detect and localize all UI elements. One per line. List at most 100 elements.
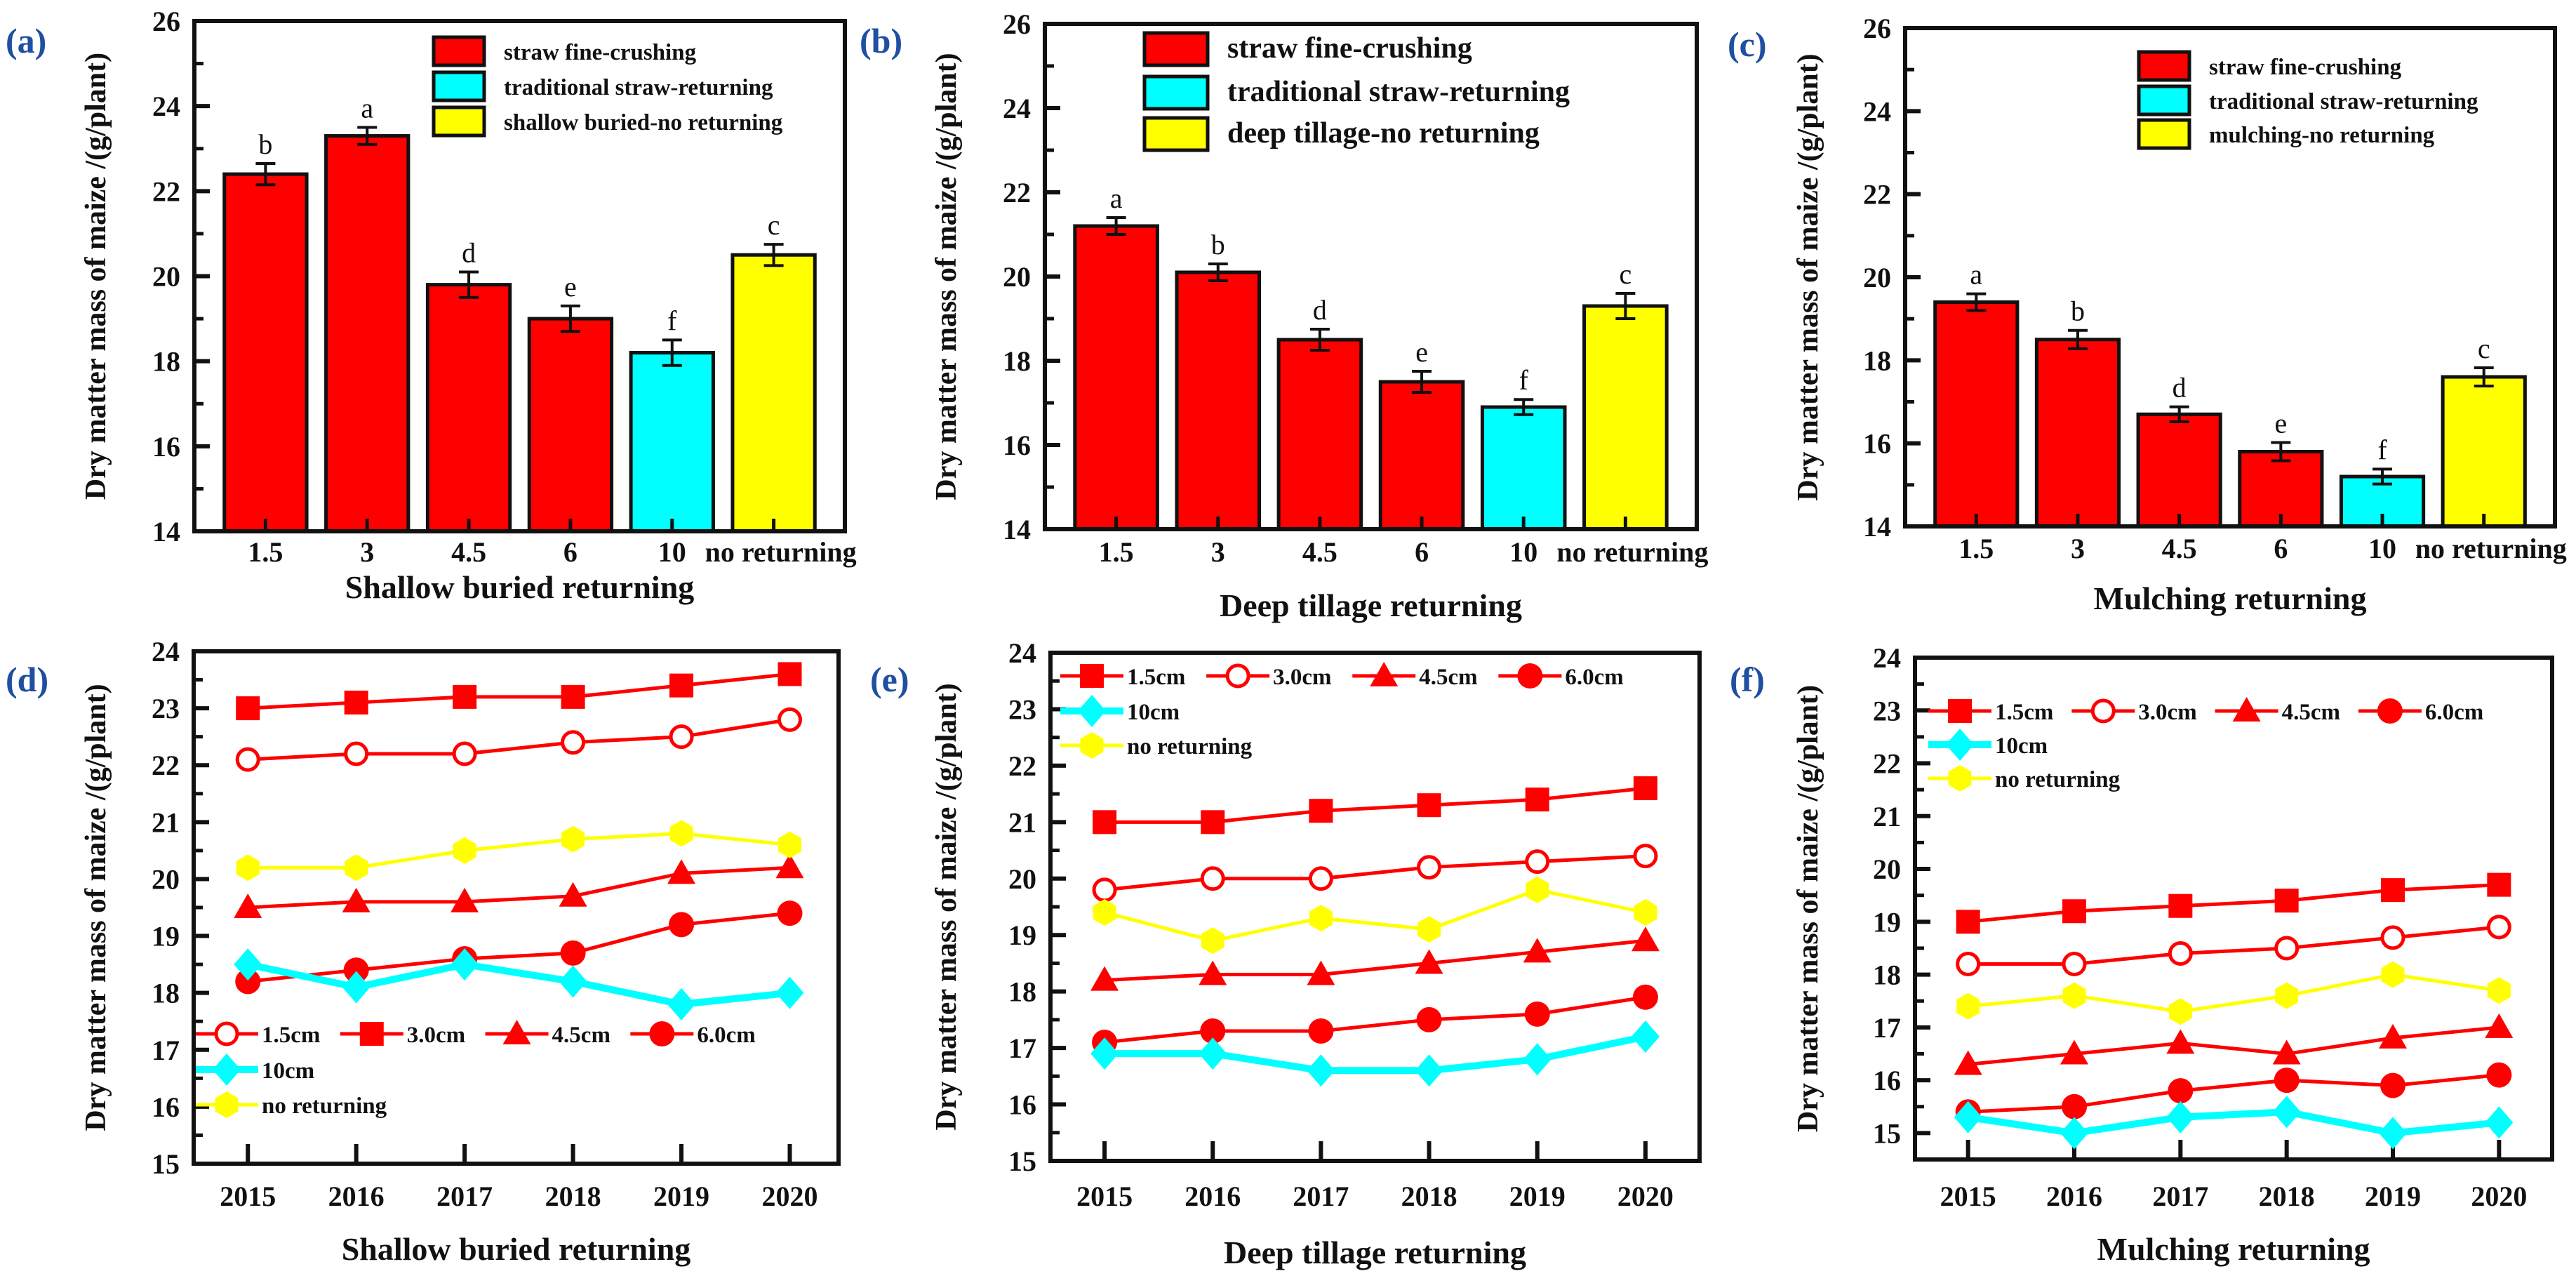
bar <box>527 317 614 533</box>
bar <box>2441 375 2527 529</box>
x-tick-label: 3 <box>2071 533 2085 564</box>
error-bar <box>357 126 378 146</box>
legend-swatch <box>1142 116 1210 152</box>
data-point <box>2486 1062 2512 1088</box>
legend-label: straw fine-crushing <box>1227 32 1472 65</box>
y-tick-label: 18 <box>1008 976 1036 1008</box>
panel-label: (f) <box>1730 660 1765 699</box>
series-line <box>1967 1108 2500 1137</box>
legend-label: traditional straw-returning <box>2209 89 2478 114</box>
significance-letter: e <box>1415 336 1428 368</box>
legend-marker <box>1948 765 1972 792</box>
legend-label: 4.5cm <box>552 1023 610 1048</box>
bar <box>1276 338 1363 531</box>
series-line <box>248 717 790 762</box>
legend-label: 1.5cm <box>262 1023 320 1048</box>
data-point <box>1309 799 1333 823</box>
data-point <box>2062 899 2086 924</box>
error-bar <box>1615 292 1636 320</box>
y-tick-label: 26 <box>1003 8 1031 40</box>
plot-frame <box>192 649 841 1166</box>
bar <box>222 172 309 533</box>
data-point <box>1524 1001 1550 1027</box>
bar <box>730 253 817 533</box>
data-point <box>561 684 585 709</box>
legend-marker <box>214 1021 239 1046</box>
error-bar <box>1966 292 1987 312</box>
data-point <box>2487 977 2511 1004</box>
significance-letter: c <box>768 209 780 241</box>
x-tick-label: 2016 <box>2046 1181 2102 1212</box>
data-point <box>1417 793 1441 818</box>
legend-label: 1.5cm <box>1995 700 2053 725</box>
significance-letter: e <box>2274 407 2287 439</box>
legend-label: 3.0cm <box>407 1023 465 1048</box>
series-line <box>1968 1073 2500 1114</box>
series-line <box>1968 1025 2500 1067</box>
legend-label: straw fine-crushing <box>504 40 697 65</box>
x-tick-label: 1.5 <box>1099 536 1134 568</box>
legend-marker <box>213 1053 241 1086</box>
data-point <box>559 882 587 907</box>
plot-frame <box>1043 22 1699 531</box>
bar <box>629 351 715 533</box>
x-tick-label: 2018 <box>545 1181 601 1212</box>
series-line <box>1105 1033 1646 1075</box>
legend-label: straw fine-crushing <box>2209 55 2402 80</box>
x-tick-label: 10 <box>1509 536 1537 568</box>
error-bar <box>763 243 784 267</box>
legend-label: no returning <box>1995 767 2121 792</box>
series-no-returning <box>1956 961 2511 1025</box>
x-tick-label: 4.5 <box>2162 533 2197 564</box>
error-bar <box>662 338 682 367</box>
y-axis-title: Dry matter mass of maize /(g/plant) <box>1792 53 1824 500</box>
data-point <box>2379 1117 2407 1150</box>
data-point <box>669 673 694 698</box>
x-tick-label: 4.5 <box>451 536 486 568</box>
significance-letter: d <box>2173 372 2187 404</box>
x-tick-label: 2015 <box>1076 1181 1133 1212</box>
x-tick-label: no returning <box>1556 536 1708 568</box>
y-tick-label: 23 <box>1008 693 1036 725</box>
legend-label: 3.0cm <box>2138 700 2196 725</box>
error-bar <box>1106 216 1126 236</box>
data-point <box>667 859 696 884</box>
data-point <box>1954 1050 1982 1075</box>
y-tick-label: 17 <box>1008 1032 1036 1064</box>
data-point <box>1633 844 1658 869</box>
significance-letter: d <box>462 237 476 268</box>
plot-frame <box>1903 26 2557 529</box>
data-point <box>1956 910 1980 934</box>
data-point <box>1093 899 1116 926</box>
data-point <box>235 969 261 995</box>
x-tick-label: no returning <box>2415 533 2567 564</box>
data-point <box>1415 949 1443 974</box>
legend-marker <box>359 1022 384 1046</box>
y-tick-label: 26 <box>152 6 180 37</box>
data-point <box>234 893 262 918</box>
bar <box>2034 338 2121 529</box>
data-point <box>1308 866 1333 891</box>
bar <box>1480 405 1567 531</box>
x-tick-label: 2019 <box>653 1181 709 1212</box>
data-point <box>1956 952 1981 977</box>
legend-marker <box>2232 697 2261 722</box>
data-point <box>1525 787 1549 812</box>
data-point <box>1308 1018 1334 1044</box>
panel-label: (c) <box>1728 25 1767 64</box>
y-tick-label: 18 <box>152 346 180 378</box>
legend-label: traditional straw-returning <box>504 75 773 100</box>
y-tick-label: 20 <box>152 261 180 293</box>
y-tick-label: 16 <box>1863 428 1891 460</box>
y-tick-label: 19 <box>1008 919 1036 951</box>
legend-marker <box>2377 698 2403 724</box>
legend-label: 10cm <box>1995 733 2048 759</box>
legend-label: 6.0cm <box>2425 700 2483 725</box>
data-point <box>1201 927 1224 955</box>
data-point <box>1200 1018 1226 1044</box>
data-point <box>1093 810 1117 835</box>
data-point <box>453 837 476 864</box>
panel-d: (d) 15 16 17 18 19 20 21 22 23 24 Dry matter mass o… <box>6 636 841 1267</box>
x-tick-label: 10 <box>658 536 686 568</box>
